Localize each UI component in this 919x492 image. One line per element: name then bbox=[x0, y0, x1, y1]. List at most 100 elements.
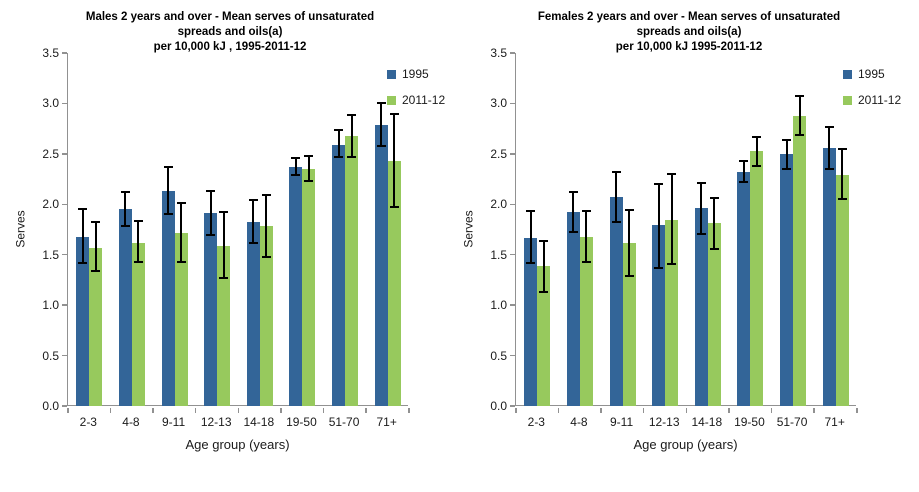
x-tick-mark bbox=[856, 407, 858, 413]
x-tick-mark bbox=[67, 407, 69, 413]
error-bar-cap bbox=[526, 210, 536, 213]
error-bar bbox=[180, 203, 183, 262]
bar-1995-19-50 bbox=[289, 166, 303, 406]
x-tick-mark bbox=[109, 407, 112, 413]
legend-swatch-2011-12-icon bbox=[387, 95, 396, 105]
error-bar-cap bbox=[837, 198, 847, 201]
x-tick-mark bbox=[194, 407, 197, 413]
y-tick-mark bbox=[62, 253, 67, 256]
error-bar bbox=[81, 209, 84, 263]
error-bar-cap bbox=[709, 197, 719, 200]
bar-1995-19-50 bbox=[737, 172, 751, 406]
bar-1995-4-8 bbox=[118, 209, 132, 406]
x-category-label: 14-18 bbox=[691, 415, 723, 429]
error-bar-cap bbox=[176, 260, 186, 263]
error-bar-cap bbox=[709, 247, 719, 250]
y-tick-label: 2.0 bbox=[42, 197, 59, 212]
error-bar-cap bbox=[133, 260, 143, 263]
error-bar-cap bbox=[248, 241, 258, 244]
bar-2011-12-9-11 bbox=[174, 232, 188, 406]
y-tick-label: 0.5 bbox=[490, 348, 507, 363]
bar-1995-9-11 bbox=[161, 191, 175, 406]
error-bar bbox=[393, 113, 396, 208]
error-bar-cap bbox=[78, 208, 88, 211]
bar-1995-51-70 bbox=[780, 153, 794, 406]
error-bar-cap bbox=[78, 261, 88, 264]
y-tick-label: 0.0 bbox=[490, 399, 507, 413]
error-bar-cap bbox=[291, 174, 301, 177]
error-bar-cap bbox=[206, 190, 216, 193]
bar-1995-71+ bbox=[822, 147, 836, 406]
bar-2011-12-19-50 bbox=[750, 150, 764, 406]
error-bar-cap bbox=[206, 233, 216, 236]
error-bar-cap bbox=[795, 133, 805, 136]
x-category-label: 51-70 bbox=[328, 415, 360, 429]
error-bar bbox=[828, 126, 831, 169]
error-bar-cap bbox=[376, 102, 386, 105]
x-tick-mark bbox=[280, 407, 282, 413]
y-tick-mark bbox=[62, 102, 67, 105]
y-tick-mark bbox=[62, 354, 67, 357]
chart-title-males: Males 2 years and over - Mean serves of … bbox=[20, 10, 440, 55]
bar-2011-12-2-3 bbox=[89, 247, 103, 406]
x-category-label: 51-70 bbox=[776, 415, 808, 429]
bar-1995-71+ bbox=[374, 124, 388, 406]
error-bar bbox=[713, 198, 716, 249]
y-tick-label: 2.0 bbox=[490, 197, 507, 212]
x-tick-mark bbox=[237, 407, 239, 413]
error-bar-cap bbox=[176, 202, 186, 205]
legend-label-1995: 1995 bbox=[402, 67, 429, 81]
error-bar-cap bbox=[667, 262, 677, 265]
error-bar bbox=[529, 211, 532, 263]
x-axis-label: Age group (years) bbox=[633, 437, 738, 452]
error-bar-cap bbox=[581, 260, 591, 263]
error-bar-cap bbox=[261, 255, 271, 258]
x-tick-mark bbox=[642, 407, 645, 413]
error-bar bbox=[615, 172, 618, 223]
error-bar bbox=[585, 211, 588, 262]
x-tick-mark bbox=[515, 407, 517, 413]
error-bar-cap bbox=[163, 213, 173, 216]
error-bar-cap bbox=[261, 194, 271, 197]
error-bar-cap bbox=[581, 210, 591, 213]
chart-title-line-2: spreads and oils(a) bbox=[177, 26, 283, 38]
chart-title-line-1: Males 2 years and over - Mean serves of … bbox=[85, 11, 375, 23]
error-bar-cap bbox=[752, 135, 762, 138]
y-tick-mark bbox=[62, 203, 67, 206]
chart-title-line-3: per 10,000 kJ 1995-2011-12 bbox=[615, 41, 763, 53]
y-tick-label: 0.0 bbox=[42, 399, 59, 413]
error-bar-cap bbox=[219, 276, 229, 279]
chart-females: Females 2 years and over - Mean serves o… bbox=[459, 0, 919, 492]
x-tick-mark bbox=[365, 407, 367, 413]
legend-item-2011-12: 2011-12 bbox=[843, 93, 901, 107]
y-tick-label: 2.5 bbox=[42, 146, 59, 161]
y-tick-mark bbox=[510, 102, 515, 105]
y-tick-label: 2.5 bbox=[490, 146, 507, 161]
bar-2011-12-12-13 bbox=[217, 245, 231, 406]
error-bar-cap bbox=[304, 180, 314, 183]
legend-label-2011-12: 2011-12 bbox=[858, 93, 902, 107]
legend-swatch-1995-icon bbox=[843, 69, 852, 79]
chart-title-line-3: per 10,000 kJ , 1995-2011-12 bbox=[153, 41, 307, 53]
x-category-label: 9-11 bbox=[609, 415, 634, 429]
error-bar bbox=[209, 191, 212, 235]
x-category-label: 14-18 bbox=[243, 415, 275, 429]
error-bar bbox=[380, 103, 383, 146]
error-bar bbox=[542, 240, 545, 293]
error-bar bbox=[657, 184, 660, 268]
error-bar-cap bbox=[696, 182, 706, 185]
chart-title-females: Females 2 years and over - Mean serves o… bbox=[479, 10, 899, 55]
x-category-label: 12-13 bbox=[648, 415, 680, 429]
error-bar-cap bbox=[624, 274, 634, 277]
y-tick-label: 3.5 bbox=[490, 46, 507, 60]
error-bar-cap bbox=[389, 206, 399, 209]
error-bar bbox=[841, 148, 844, 200]
y-tick-label: 1.5 bbox=[42, 247, 59, 262]
error-bar-cap bbox=[752, 164, 762, 167]
legend-item-1995: 1995 bbox=[843, 67, 901, 81]
error-bar bbox=[222, 212, 225, 278]
x-tick-mark bbox=[813, 407, 815, 413]
error-bar-cap bbox=[654, 266, 664, 269]
bar-1995-9-11 bbox=[609, 197, 623, 406]
error-bar bbox=[137, 221, 140, 262]
